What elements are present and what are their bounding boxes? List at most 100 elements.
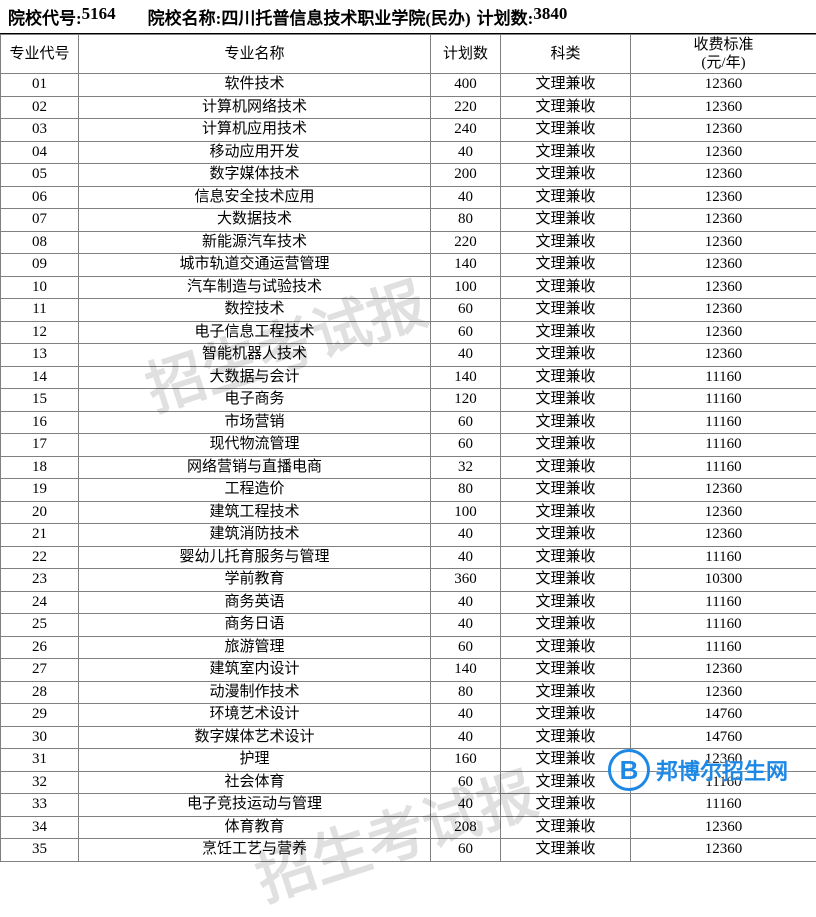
cell-name: 动漫制作技术 — [79, 681, 431, 704]
cell-plan: 80 — [431, 209, 501, 232]
col-header-fee: 收费标准(元/年) — [631, 35, 816, 74]
table-row: 16市场营销60文理兼收11160 — [1, 411, 816, 434]
cell-fee: 10300 — [631, 569, 816, 592]
cell-fee: 12360 — [631, 119, 816, 142]
table-row: 35烹饪工艺与营养60文理兼收12360 — [1, 839, 816, 862]
table-row: 29环境艺术设计40文理兼收14760 — [1, 704, 816, 727]
cell-code: 09 — [1, 254, 79, 277]
table-row: 03计算机应用技术240文理兼收12360 — [1, 119, 816, 142]
cell-name: 商务英语 — [79, 591, 431, 614]
cell-name: 电子竞技运动与管理 — [79, 794, 431, 817]
cell-plan: 40 — [431, 614, 501, 637]
cell-plan: 80 — [431, 681, 501, 704]
cell-type: 文理兼收 — [501, 366, 631, 389]
table-row: 19工程造价80文理兼收12360 — [1, 479, 816, 502]
cell-name: 建筑消防技术 — [79, 524, 431, 547]
cell-type: 文理兼收 — [501, 186, 631, 209]
cell-plan: 40 — [431, 141, 501, 164]
cell-type: 文理兼收 — [501, 569, 631, 592]
cell-type: 文理兼收 — [501, 456, 631, 479]
cell-name: 婴幼儿托育服务与管理 — [79, 546, 431, 569]
cell-fee: 14760 — [631, 726, 816, 749]
cell-fee: 12360 — [631, 231, 816, 254]
cell-code: 33 — [1, 794, 79, 817]
cell-name: 商务日语 — [79, 614, 431, 637]
table-row: 17现代物流管理60文理兼收11160 — [1, 434, 816, 457]
cell-plan: 100 — [431, 276, 501, 299]
cell-plan: 60 — [431, 434, 501, 457]
cell-code: 26 — [1, 636, 79, 659]
cell-type: 文理兼收 — [501, 501, 631, 524]
cell-code: 21 — [1, 524, 79, 547]
cell-name: 旅游管理 — [79, 636, 431, 659]
school-code-value: 5164 — [82, 4, 116, 29]
cell-plan: 60 — [431, 771, 501, 794]
cell-type: 文理兼收 — [501, 546, 631, 569]
table-row: 04移动应用开发40文理兼收12360 — [1, 141, 816, 164]
cell-code: 18 — [1, 456, 79, 479]
cell-fee: 12360 — [631, 681, 816, 704]
cell-name: 城市轨道交通运营管理 — [79, 254, 431, 277]
table-row: 07大数据技术80文理兼收12360 — [1, 209, 816, 232]
cell-fee: 12360 — [631, 164, 816, 187]
cell-type: 文理兼收 — [501, 344, 631, 367]
table-row: 30数字媒体艺术设计40文理兼收14760 — [1, 726, 816, 749]
cell-fee: 12360 — [631, 96, 816, 119]
cell-fee: 12360 — [631, 299, 816, 322]
cell-plan: 220 — [431, 231, 501, 254]
majors-table: 专业代号 专业名称 计划数 科类 收费标准(元/年) 01软件技术400文理兼收… — [0, 34, 816, 862]
cell-fee: 12360 — [631, 254, 816, 277]
cell-code: 35 — [1, 839, 79, 862]
table-body: 01软件技术400文理兼收1236002计算机网络技术220文理兼收123600… — [1, 74, 816, 862]
cell-name: 大数据技术 — [79, 209, 431, 232]
cell-type: 文理兼收 — [501, 771, 631, 794]
cell-name: 电子信息工程技术 — [79, 321, 431, 344]
table-row: 25商务日语40文理兼收11160 — [1, 614, 816, 637]
cell-name: 市场营销 — [79, 411, 431, 434]
cell-code: 31 — [1, 749, 79, 772]
cell-code: 22 — [1, 546, 79, 569]
cell-fee: 12360 — [631, 276, 816, 299]
cell-code: 03 — [1, 119, 79, 142]
cell-plan: 160 — [431, 749, 501, 772]
table-row: 34体育教育208文理兼收12360 — [1, 816, 816, 839]
table-row: 14大数据与会计140文理兼收11160 — [1, 366, 816, 389]
cell-code: 25 — [1, 614, 79, 637]
cell-fee: 11160 — [631, 794, 816, 817]
cell-type: 文理兼收 — [501, 411, 631, 434]
cell-plan: 60 — [431, 839, 501, 862]
cell-name: 电子商务 — [79, 389, 431, 412]
cell-plan: 32 — [431, 456, 501, 479]
cell-plan: 140 — [431, 659, 501, 682]
table-row: 09城市轨道交通运营管理140文理兼收12360 — [1, 254, 816, 277]
cell-name: 汽车制造与试验技术 — [79, 276, 431, 299]
cell-plan: 40 — [431, 524, 501, 547]
cell-fee: 12360 — [631, 479, 816, 502]
cell-name: 智能机器人技术 — [79, 344, 431, 367]
cell-type: 文理兼收 — [501, 749, 631, 772]
cell-fee: 11160 — [631, 771, 816, 794]
cell-type: 文理兼收 — [501, 726, 631, 749]
cell-fee: 11160 — [631, 636, 816, 659]
cell-plan: 40 — [431, 344, 501, 367]
cell-type: 文理兼收 — [501, 524, 631, 547]
cell-plan: 100 — [431, 501, 501, 524]
cell-plan: 208 — [431, 816, 501, 839]
cell-type: 文理兼收 — [501, 659, 631, 682]
col-header-type: 科类 — [501, 35, 631, 74]
table-row: 18网络营销与直播电商32文理兼收11160 — [1, 456, 816, 479]
cell-code: 01 — [1, 74, 79, 97]
cell-plan: 40 — [431, 591, 501, 614]
table-row: 11数控技术60文理兼收12360 — [1, 299, 816, 322]
col-header-name: 专业名称 — [79, 35, 431, 74]
cell-type: 文理兼收 — [501, 254, 631, 277]
cell-type: 文理兼收 — [501, 276, 631, 299]
cell-code: 24 — [1, 591, 79, 614]
cell-code: 16 — [1, 411, 79, 434]
cell-name: 学前教育 — [79, 569, 431, 592]
cell-type: 文理兼收 — [501, 794, 631, 817]
cell-plan: 140 — [431, 254, 501, 277]
cell-name: 信息安全技术应用 — [79, 186, 431, 209]
school-header: 院校代号:5164 院校名称:四川托普信息技术职业学院(民办) 计划数:3840 — [0, 0, 816, 34]
cell-plan: 240 — [431, 119, 501, 142]
